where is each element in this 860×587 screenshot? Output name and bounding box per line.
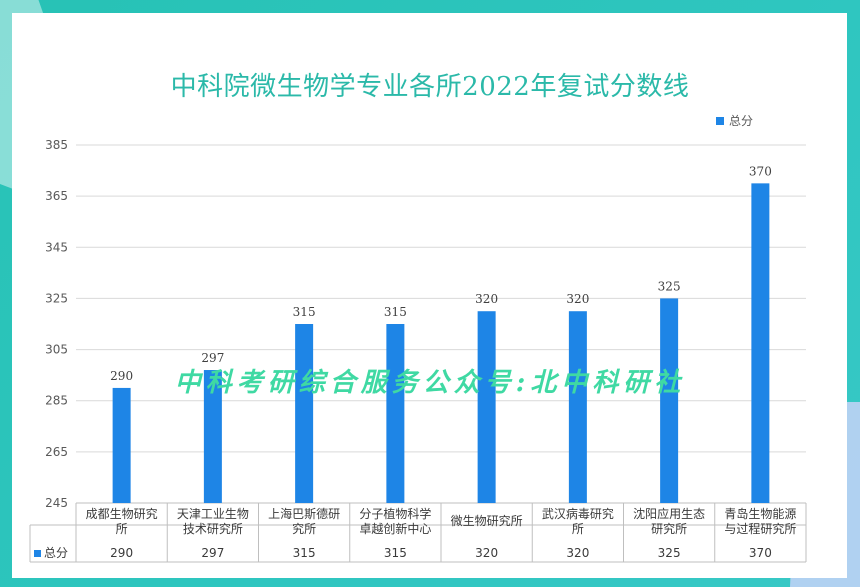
category-label: 沈阳应用生态 研究所 — [624, 507, 715, 537]
category-label: 武汉病毒研究所 — [532, 507, 623, 537]
watermark-text: 中科考研综合服务公众号:北中科研社 — [174, 368, 686, 398]
category-label-line: 所 — [115, 522, 128, 536]
bar — [203, 370, 222, 503]
category-label: 微生物研究所 — [441, 514, 532, 529]
category-label-line: 分子植物科学 — [359, 507, 432, 521]
legend-swatch — [716, 116, 724, 125]
category-label-line: 与过程研究所 — [724, 522, 797, 536]
bar — [112, 387, 131, 503]
y-tick-label: 345 — [45, 240, 68, 254]
category-label-line: 青岛生物能源 — [724, 507, 797, 521]
category-label: 上海巴斯德研 究所 — [259, 507, 350, 537]
y-tick-label: 285 — [45, 394, 68, 408]
category-label-line: 所 — [571, 522, 584, 536]
category-label-line: 微生物研究所 — [450, 514, 523, 528]
table-value: 315 — [383, 546, 407, 560]
y-tick-label: 245 — [45, 496, 68, 510]
bar — [295, 324, 314, 503]
table-value: 320 — [566, 546, 590, 560]
y-tick-label: 265 — [45, 445, 68, 459]
category-label: 天津工业生物 技术研究所 — [167, 507, 258, 537]
table-row-swatch — [34, 550, 41, 557]
category-label: 分子植物科学 卓越创新中心 — [350, 507, 441, 537]
category-label: 青岛生物能源 与过程研究所 — [715, 507, 806, 537]
category-label-line: 技术研究所 — [182, 522, 243, 536]
y-tick-label: 365 — [45, 189, 68, 203]
table-value: 297 — [201, 546, 225, 560]
data-label: 315 — [384, 305, 407, 319]
data-label: 315 — [293, 305, 316, 319]
category-label-line: 上海巴斯德研 — [268, 507, 341, 521]
y-tick-label: 325 — [45, 291, 68, 305]
table-value: 320 — [475, 546, 499, 560]
chart-title: 中科院微生物学专业各所2022年复试分数线 — [170, 72, 690, 102]
category-label-line: 沈阳应用生态 — [633, 507, 706, 521]
table-row-label: 总分 — [34, 546, 68, 561]
bar — [660, 298, 679, 503]
category-label-line: 武汉病毒研究 — [541, 507, 614, 521]
bar — [386, 324, 405, 503]
data-label: 297 — [201, 351, 224, 365]
data-label: 370 — [749, 164, 772, 178]
bar — [477, 311, 496, 503]
category-label-line: 研究所 — [651, 522, 688, 536]
legend-label: 总分 — [729, 114, 754, 128]
table-row-label-text: 总分 — [44, 546, 69, 560]
category-label-line: 究所 — [292, 522, 317, 536]
y-tick-label: 305 — [45, 343, 68, 357]
y-tick-label: 385 — [45, 138, 68, 152]
bar — [568, 311, 587, 503]
category-label: 成都生物研究所 — [76, 507, 167, 537]
bar — [751, 183, 770, 503]
data-label: 325 — [658, 279, 681, 293]
data-label: 290 — [110, 369, 133, 383]
table-value: 325 — [657, 546, 681, 560]
table-value: 370 — [748, 546, 772, 560]
category-label-line: 天津工业生物 — [176, 507, 249, 521]
table-value: 315 — [292, 546, 316, 560]
category-label-line: 卓越创新中心 — [359, 522, 432, 536]
table-value: 290 — [110, 546, 134, 560]
chart-card — [12, 13, 847, 578]
data-label: 320 — [566, 292, 589, 306]
category-label-line: 成都生物研究 — [85, 507, 158, 521]
legend: 总分 — [716, 112, 753, 129]
data-label: 320 — [475, 292, 498, 306]
